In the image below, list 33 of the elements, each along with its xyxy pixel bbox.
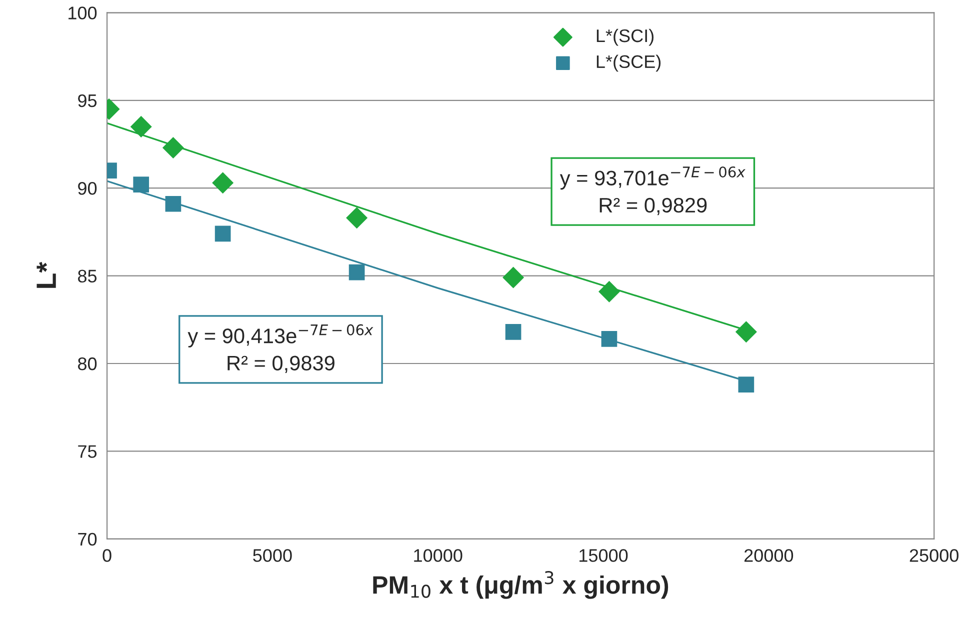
x-tick-label: 15000 [580, 549, 628, 562]
legend-label: L*(SCI) [596, 28, 654, 46]
x-tick-label: 10000 [414, 549, 462, 562]
point [212, 172, 234, 194]
point [601, 331, 618, 347]
x-tick-label: 20000 [744, 549, 794, 562]
x-tick-label: 25000 [910, 549, 958, 562]
text: y = 90,413e$^{−7E−06x}$ R² = 0,9839 [188, 324, 374, 373]
x-axis-title: PM$_{10}$ x t (μg/m$^{3}$ x giorno) [373, 571, 668, 599]
y-tick-label: 85 [78, 270, 97, 283]
point [346, 207, 368, 229]
point [598, 280, 620, 302]
x-tick-label: 0 [102, 549, 112, 562]
y-tick-label: 80 [78, 357, 97, 370]
legend-label: L*(SCE) [596, 54, 661, 72]
x-tick-label: 5000 [253, 549, 292, 562]
point [165, 196, 182, 212]
point [502, 266, 524, 288]
point [214, 226, 231, 242]
text: y = 93,701e$^{−7E−06x}$ R² = 0,9829 [560, 166, 746, 216]
y-tick-label: 100 [68, 6, 97, 20]
point [162, 136, 184, 158]
point [738, 376, 754, 392]
y-tick-label: 90 [78, 182, 97, 195]
point [505, 324, 522, 340]
point [348, 264, 365, 280]
point [735, 321, 757, 343]
y-tick-label: 95 [78, 94, 97, 108]
y-axis-title: L* [36, 262, 56, 288]
point [130, 116, 152, 138]
y-tick-label: 75 [78, 445, 97, 458]
point [133, 176, 150, 192]
y-tick-label: 70 [78, 532, 97, 546]
